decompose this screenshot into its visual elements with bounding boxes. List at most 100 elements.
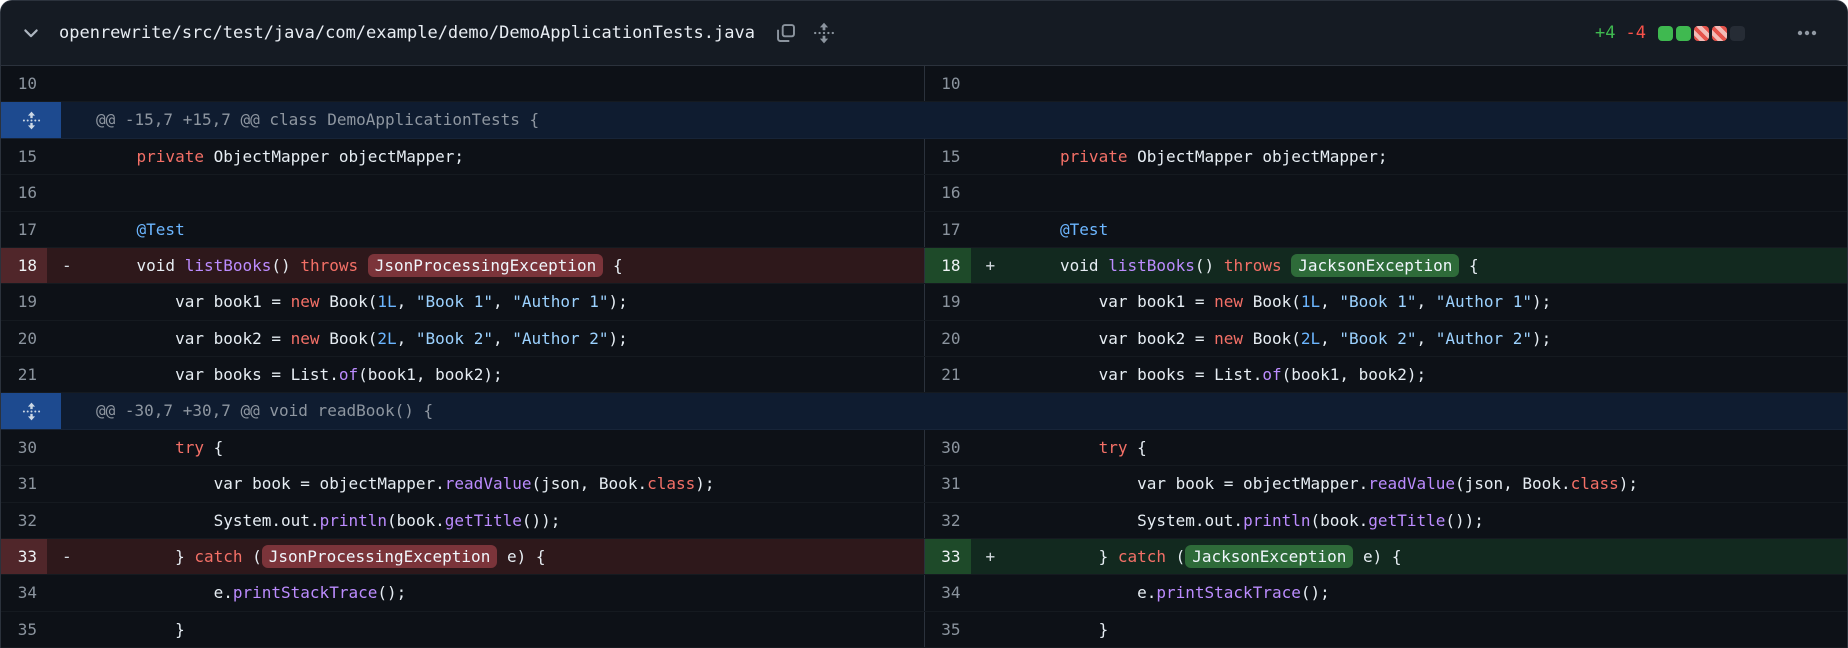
line-number[interactable]: 35	[17, 619, 37, 639]
diff-cell-right: 15 private ObjectMapper objectMapper;	[923, 138, 1848, 175]
line-number[interactable]: 18	[924, 247, 971, 284]
line-number[interactable]: 15	[941, 146, 961, 166]
code-token: e) {	[1353, 546, 1402, 566]
code-token: ,	[1416, 292, 1436, 312]
code-token: System.out.	[1021, 510, 1244, 530]
diff-cell-right: 18 + void listBooks() throws JacksonExcep…	[923, 247, 1848, 284]
code-token: }	[1021, 619, 1109, 639]
line-number[interactable]: 16	[17, 183, 37, 203]
line-number[interactable]: 35	[941, 619, 961, 639]
diff-cell-right: 10	[923, 66, 1848, 102]
code-line: private ObjectMapper objectMapper;	[47, 139, 924, 174]
line-number[interactable]: 20	[17, 328, 37, 348]
diff-cell-left: 35 }	[1, 612, 924, 647]
diff-row: 18- void listBooks() throws JsonProcessi…	[1, 247, 1848, 285]
code-line: System.out.println(book.getTitle());	[47, 503, 924, 538]
copy-path-button[interactable]	[771, 18, 801, 48]
code-token: (book1, book2);	[358, 365, 503, 384]
code-token: private	[136, 146, 204, 166]
line-number[interactable]: 31	[941, 474, 961, 494]
collapse-file-button[interactable]	[17, 19, 45, 47]
code-token: {	[1127, 437, 1147, 457]
code-token: {	[603, 255, 623, 275]
code-line: var book2 = new Book(2L, "Book 2", "Auth…	[47, 321, 924, 356]
expand-all-hunks-button[interactable]	[809, 18, 839, 48]
code-token: ,	[492, 328, 513, 348]
diff-row: 32 System.out.println(book.getTitle()); 3…	[1, 502, 1848, 539]
code-token: ,	[396, 292, 416, 312]
diff-row: 21 var books = List.of(book1, book2); 21 …	[1, 357, 1848, 394]
line-number[interactable]: 32	[17, 510, 37, 530]
code-token: println	[319, 510, 387, 530]
code-token: ,	[1320, 328, 1340, 348]
diff-cell-left: 31 var book = objectMapper.readValue(jso…	[1, 466, 924, 501]
code-token: }	[98, 619, 185, 639]
line-number[interactable]: 34	[17, 583, 37, 603]
diff-cell-right: 32 System.out.println(book.getTitle());	[923, 502, 1848, 538]
code-token: "Book 1"	[415, 292, 493, 312]
diffstat-square-add	[1658, 25, 1673, 41]
line-number[interactable]: 30	[941, 437, 961, 457]
code-token: new	[1214, 292, 1244, 312]
line-number[interactable]: 32	[941, 510, 961, 530]
line-number[interactable]: 34	[941, 583, 961, 603]
diff-row: 34 e.printStackTrace(); 34 e.printStackTr…	[1, 575, 1847, 612]
diff-cell-right: 21 var books = List.of(book1, book2);	[923, 357, 1848, 393]
line-number[interactable]: 30	[17, 437, 37, 457]
line-number[interactable]: 21	[17, 365, 37, 384]
code-token: ObjectMapper objectMapper;	[203, 146, 465, 166]
code-token: );	[608, 328, 628, 348]
expand-hunk-button[interactable]	[1, 393, 61, 429]
code-line: var book2 = new Book(2L, "Book 2", "Auth…	[971, 321, 1848, 356]
file-path: openrewrite/src/test/java/com/example/de…	[59, 23, 755, 43]
code-content: + } catch (JacksonException e) {	[970, 538, 1847, 575]
line-number[interactable]: 20	[941, 328, 961, 348]
deletions-count: -4	[1625, 23, 1646, 43]
line-number[interactable]: 10	[941, 74, 961, 93]
line-number[interactable]: 10	[17, 74, 37, 93]
diff-cell-left: 10	[1, 66, 924, 101]
code-token: e.	[98, 583, 233, 603]
line-number[interactable]: 31	[17, 474, 37, 494]
code-token	[1022, 147, 1061, 166]
code-line: var books = List.of(book1, book2);	[971, 357, 1848, 392]
diff-sign: +	[985, 255, 996, 275]
line-number[interactable]: 19	[17, 292, 37, 312]
file-options-button[interactable]	[1791, 17, 1823, 49]
code-token: ();	[377, 583, 407, 603]
code-content: try {	[47, 430, 924, 465]
code-line: } catch (JsonProcessingException e) {	[47, 539, 924, 574]
line-number[interactable]: 18	[1, 247, 47, 284]
line-number[interactable]: 33	[1, 538, 47, 575]
file-header: openrewrite/src/test/java/com/example/de…	[1, 1, 1847, 66]
code-token: Book(	[1243, 328, 1301, 348]
code-token: ,	[396, 328, 416, 348]
code-token	[1022, 438, 1099, 457]
code-content: var book1 = new Book(1L, "Book 1", "Auth…	[971, 284, 1848, 319]
line-number[interactable]: 19	[941, 292, 961, 312]
code-token: @Test	[136, 219, 185, 239]
code-token: JacksonException	[1291, 253, 1460, 277]
expand-hunk-button[interactable]	[1, 102, 61, 138]
code-line: void listBooks() throws JacksonException…	[971, 248, 1848, 283]
line-number[interactable]: 16	[941, 183, 961, 203]
diff-cell-left: 17 @Test	[1, 212, 924, 247]
code-token: Book(	[1243, 292, 1301, 312]
code-token: {	[203, 437, 224, 457]
diff-cell-left: 19 var book1 = new Book(1L, "Book 1", "A…	[1, 284, 924, 319]
diff-row: 31 var book = objectMapper.readValue(jso…	[1, 466, 1847, 503]
line-number[interactable]: 17	[17, 219, 37, 239]
code-line: try {	[971, 430, 1848, 465]
line-number[interactable]: 21	[941, 365, 961, 384]
code-token: listBooks	[184, 255, 272, 275]
line-number[interactable]: 15	[17, 146, 37, 166]
line-number[interactable]: 17	[941, 219, 961, 239]
code-token: (	[1166, 546, 1186, 566]
unfold-vertical-icon	[22, 402, 40, 420]
code-line: var book = objectMapper.readValue(json, …	[47, 466, 924, 501]
code-content	[971, 175, 1848, 210]
code-token: ,	[1320, 292, 1340, 312]
line-number[interactable]: 33	[924, 538, 971, 575]
code-token: void	[98, 255, 185, 275]
